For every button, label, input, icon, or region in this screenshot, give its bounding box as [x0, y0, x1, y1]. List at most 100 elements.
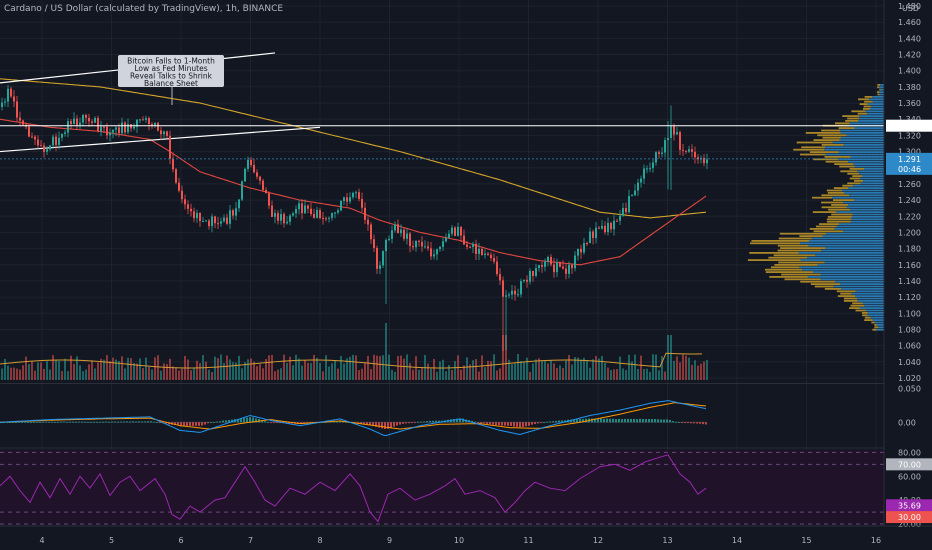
- vp-bar-out: [765, 271, 814, 273]
- vp-bar-out: [877, 91, 880, 93]
- candle-body: [118, 127, 120, 134]
- vp-bar-in: [847, 160, 884, 163]
- candle-body: [169, 135, 171, 159]
- candle-body: [571, 264, 573, 269]
- candle-body: [553, 264, 555, 273]
- candle-body: [370, 224, 372, 240]
- vp-bar-in: [853, 163, 884, 165]
- macd-histogram-bar: [600, 418, 602, 423]
- candle-body: [88, 117, 90, 122]
- vp-bar-out: [877, 93, 880, 96]
- macd-histogram-bar: [246, 417, 248, 423]
- volume-bar: [58, 360, 60, 380]
- rsi-upper-badge-bg: [886, 458, 932, 471]
- candle-body: [262, 180, 264, 190]
- x-tick-label: 9: [387, 536, 392, 545]
- candle-body: [427, 246, 429, 249]
- macd-histogram-bar: [519, 422, 521, 428]
- macd-histogram-bar: [42, 421, 44, 423]
- volume-bar: [367, 355, 369, 380]
- candle-body: [688, 149, 690, 152]
- volume-bar: [190, 370, 192, 380]
- volume-bar: [112, 357, 114, 380]
- macd-histogram-bar: [579, 418, 581, 423]
- volume-bar: [643, 368, 645, 380]
- y-tick-label: 1.160: [898, 261, 921, 270]
- candle-body: [607, 222, 609, 233]
- candle-body: [301, 203, 303, 214]
- vp-bar-in: [798, 252, 884, 254]
- vp-bar-in: [859, 307, 884, 309]
- volume-bar: [256, 366, 258, 380]
- vp-bar-out: [821, 201, 844, 204]
- candle-body: [307, 205, 309, 209]
- candle-body: [499, 274, 501, 281]
- macd-histogram-bar: [687, 422, 689, 424]
- candle-body: [691, 149, 693, 152]
- vp-bar-out: [843, 300, 858, 302]
- volume-bar: [295, 354, 297, 380]
- volume-bar: [346, 358, 348, 380]
- candle-body: [646, 168, 648, 170]
- vp-bar-in: [851, 218, 884, 221]
- macd-histogram-bar: [369, 422, 371, 426]
- volume-bar: [232, 362, 234, 380]
- volume-bar: [601, 355, 603, 380]
- candle-body: [634, 190, 636, 196]
- macd-histogram-bar: [603, 418, 605, 423]
- rsi-tick-label: 80.00: [898, 448, 921, 457]
- candle-body: [508, 294, 510, 296]
- macd-histogram-bar: [108, 421, 110, 423]
- volume-bar: [166, 364, 168, 380]
- volume-bar: [607, 367, 609, 380]
- candle-body: [331, 213, 333, 218]
- candle-body: [31, 136, 33, 138]
- candle-body: [112, 129, 114, 133]
- chart-grid: [0, 0, 884, 526]
- macd-histogram-bar: [267, 422, 269, 423]
- volume-bar: [46, 361, 48, 380]
- vp-bar-out: [751, 240, 809, 242]
- time-axis[interactable]: 4 5 6 7 8 9 10 11 12 13 14 15 16: [39, 536, 881, 545]
- volume-bar: [178, 370, 180, 380]
- volume-bar: [172, 366, 174, 380]
- macd-histogram-bar: [24, 421, 26, 423]
- vp-bar-out: [825, 160, 848, 163]
- candle-body: [184, 199, 186, 205]
- macd-histogram-bar: [621, 419, 623, 423]
- vp-bar-in: [860, 177, 884, 180]
- macd-histogram-bar: [84, 421, 86, 423]
- vp-bar-in: [851, 216, 884, 218]
- vp-bar-in: [811, 237, 884, 240]
- volume-bar: [514, 363, 516, 380]
- candle-body: [616, 220, 618, 222]
- macd-histogram-bar: [456, 418, 458, 423]
- y-tick-label: 1.240: [898, 196, 921, 205]
- volume-bar: [31, 361, 33, 380]
- macd-histogram-bar: [672, 421, 674, 423]
- news-annotation[interactable]: Bitcoin Falls to 1-Month Low as Fed Minu…: [118, 55, 224, 105]
- vp-bar-in: [857, 170, 884, 173]
- volume-bar: [49, 369, 51, 380]
- x-tick-label: 10: [454, 536, 464, 545]
- volume-bar: [418, 369, 420, 380]
- price-axis[interactable]: 1.4801.4601.4401.4201.4001.3801.3601.340…: [886, 2, 932, 529]
- volume-bar: [565, 360, 567, 380]
- volume-bar: [544, 361, 546, 380]
- volume-bar: [106, 355, 108, 380]
- volume-bar: [115, 359, 117, 380]
- volume-bar: [430, 368, 432, 380]
- vp-bar-in: [834, 228, 884, 230]
- macd-histogram-bar: [414, 422, 416, 424]
- volume-bar: [22, 365, 24, 380]
- candle-body: [478, 248, 480, 254]
- volume-bar: [541, 360, 543, 380]
- vp-bar-in: [874, 321, 884, 324]
- macd-histogram-bar: [186, 422, 188, 426]
- x-tick-label: 6: [178, 536, 183, 545]
- volume-bar: [445, 371, 447, 380]
- macd-histogram-bar: [57, 421, 59, 423]
- volume-bar: [244, 362, 246, 380]
- volume-bar: [427, 363, 429, 380]
